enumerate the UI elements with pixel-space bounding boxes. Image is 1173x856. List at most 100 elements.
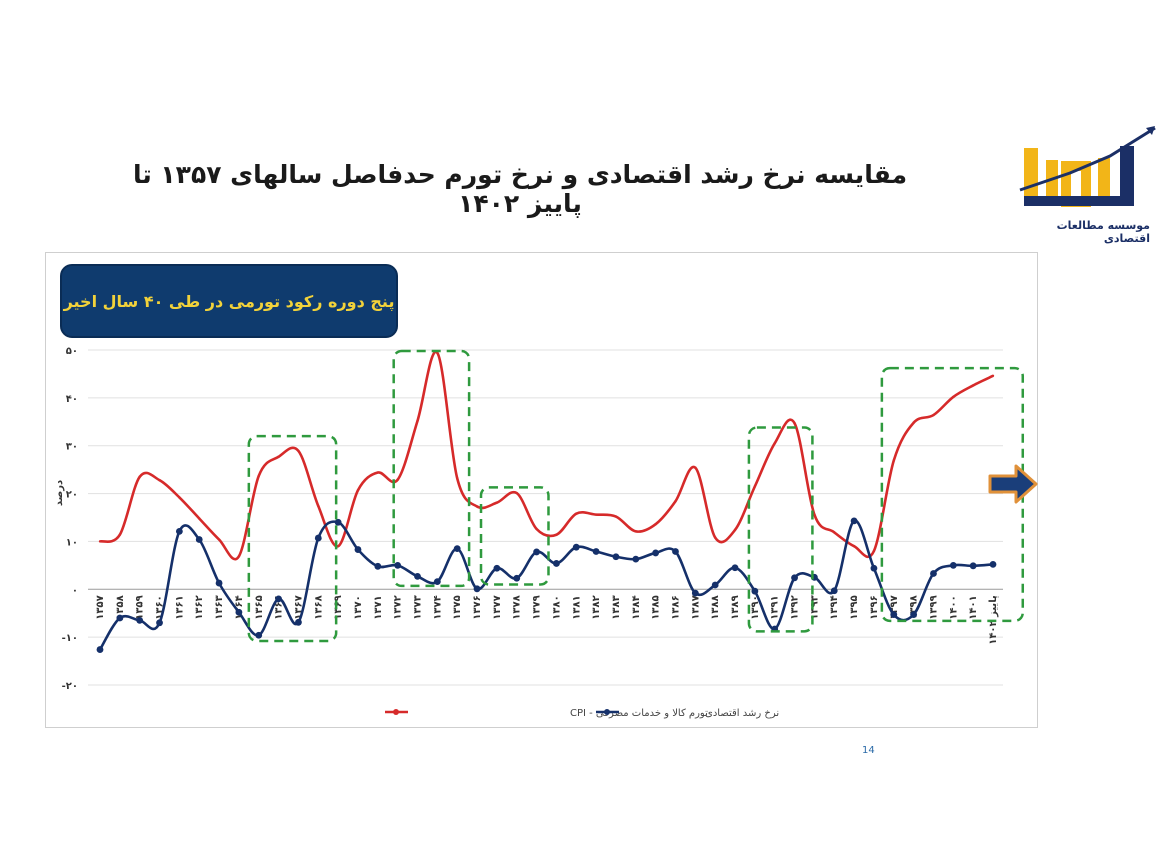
data-point <box>198 517 201 520</box>
data-point <box>336 545 340 548</box>
data-point <box>890 611 898 619</box>
data-point <box>116 614 124 622</box>
series-growth-line <box>98 519 994 651</box>
data-point <box>852 545 856 548</box>
x-tick-label: ۱۳۹۸ <box>909 595 920 619</box>
legend-label-cpi: تورم کالا و خدمات مصرفی - CPI <box>570 708 708 719</box>
data-point <box>334 518 342 526</box>
data-point <box>473 585 481 593</box>
data-point <box>652 549 660 557</box>
data-point <box>356 489 360 492</box>
highlight-box <box>247 434 338 643</box>
data-point <box>952 395 955 399</box>
data-point <box>396 478 399 481</box>
x-tick-label: ۱۳۷۰ <box>353 595 364 619</box>
x-tick-label: ۱۳۸۲ <box>591 595 602 619</box>
data-point <box>178 496 181 499</box>
x-tick-label: ۱۳۷۶ <box>472 595 483 619</box>
series <box>96 350 997 653</box>
data-point <box>654 523 657 526</box>
series-cpi <box>98 350 995 561</box>
data-point <box>456 477 459 480</box>
data-point <box>969 562 977 570</box>
x-tick-label: ۱۳۷۹ <box>532 595 543 619</box>
data-point <box>773 442 776 445</box>
x-tick-label: ۱۴۰۱ <box>968 595 979 619</box>
data-point <box>674 500 677 503</box>
data-point <box>118 533 122 536</box>
x-tick-label: ۱۳۷۷ <box>492 595 503 619</box>
y-tick-label: -۱۰ <box>62 633 78 644</box>
data-point <box>791 574 798 582</box>
page-number: 14 <box>862 745 875 756</box>
data-point <box>971 384 975 387</box>
data-point <box>535 527 538 531</box>
data-point <box>275 595 282 603</box>
data-point <box>237 555 241 558</box>
chart-frame <box>45 252 1038 728</box>
data-point <box>713 536 717 539</box>
data-point <box>158 478 161 482</box>
data-point <box>555 533 558 536</box>
data-point <box>930 570 937 577</box>
data-point <box>513 574 521 582</box>
data-point <box>136 616 144 624</box>
highlight-box <box>747 426 814 633</box>
y-tick-label: ۱۰ <box>66 537 78 548</box>
x-tick-label: ۱۳۶۱ <box>174 595 185 619</box>
forward-arrow <box>988 464 1038 504</box>
data-point <box>374 562 382 570</box>
x-tick-label: ۱۳۹۵ <box>849 595 860 619</box>
x-tick-label: ۱۳۶۲ <box>194 595 205 619</box>
data-point <box>892 459 895 462</box>
y-tick-label: ۴۰ <box>66 394 78 405</box>
data-point <box>575 512 578 515</box>
data-point <box>833 531 836 534</box>
data-point <box>731 564 739 572</box>
logo-trend-arrow <box>1019 126 1156 192</box>
data-point <box>215 579 223 587</box>
x-tick-label: ۱۳۸۰ <box>551 595 562 619</box>
grid <box>88 349 1003 686</box>
legend-marker-cpi <box>393 709 399 715</box>
x-tick-label: ۱۳۷۲ <box>393 595 404 619</box>
highlight-box <box>880 366 1025 623</box>
data-point <box>493 564 501 572</box>
data-point <box>553 560 560 567</box>
data-point <box>910 611 918 619</box>
x-tick-label: ۱۳۷۳ <box>413 595 424 619</box>
x-tick-label: ۱۳۷۸ <box>512 595 523 619</box>
data-point <box>433 578 441 586</box>
x-tick-label: ۱۳۹۹ <box>928 595 939 619</box>
x-tick-label: ۱۳۸۵ <box>651 595 662 619</box>
data-point <box>416 419 419 423</box>
logo-bar-2 <box>1046 160 1058 202</box>
x-tick-label: ۱۳۷۴ <box>432 595 443 619</box>
y-tick-label: ۳۰ <box>66 442 78 453</box>
series-cpi-line <box>99 350 994 561</box>
page-title: مقایسه نرخ رشد اقتصادی و نرخ تورم حدفاصل… <box>132 160 908 218</box>
logo-caption: موسسه مطالعات اقتصادی <box>1056 219 1150 245</box>
x-tick-label: ۱۳۸۱ <box>571 595 582 619</box>
data-point <box>138 475 141 479</box>
callout-box: پنج دوره رکود تورمی در طی ۴۰ سال اخیر <box>60 264 398 338</box>
data-point <box>297 449 300 453</box>
data-point <box>515 491 518 495</box>
data-point <box>436 351 439 355</box>
data-point <box>235 608 243 616</box>
logo-arrow-head <box>1146 126 1155 135</box>
x-tick-label: ۱۳۸۸ <box>710 595 721 619</box>
data-point <box>195 536 203 543</box>
data-point <box>475 505 479 508</box>
data-point <box>989 561 997 568</box>
data-point <box>317 504 320 508</box>
data-point <box>813 513 816 516</box>
data-point <box>156 619 163 627</box>
logo-base <box>1024 196 1134 206</box>
data-point <box>255 631 263 639</box>
x-tick-label: ۱۳۶۴ <box>234 595 245 619</box>
x-tick-label: ۱۳۸۶ <box>670 595 681 619</box>
data-point <box>612 553 620 561</box>
y-axis: ۵۰ ۴۰ ۳۰ ۲۰ ۱۰ ۰ -۱۰ -۲۰ درصد <box>54 346 78 692</box>
